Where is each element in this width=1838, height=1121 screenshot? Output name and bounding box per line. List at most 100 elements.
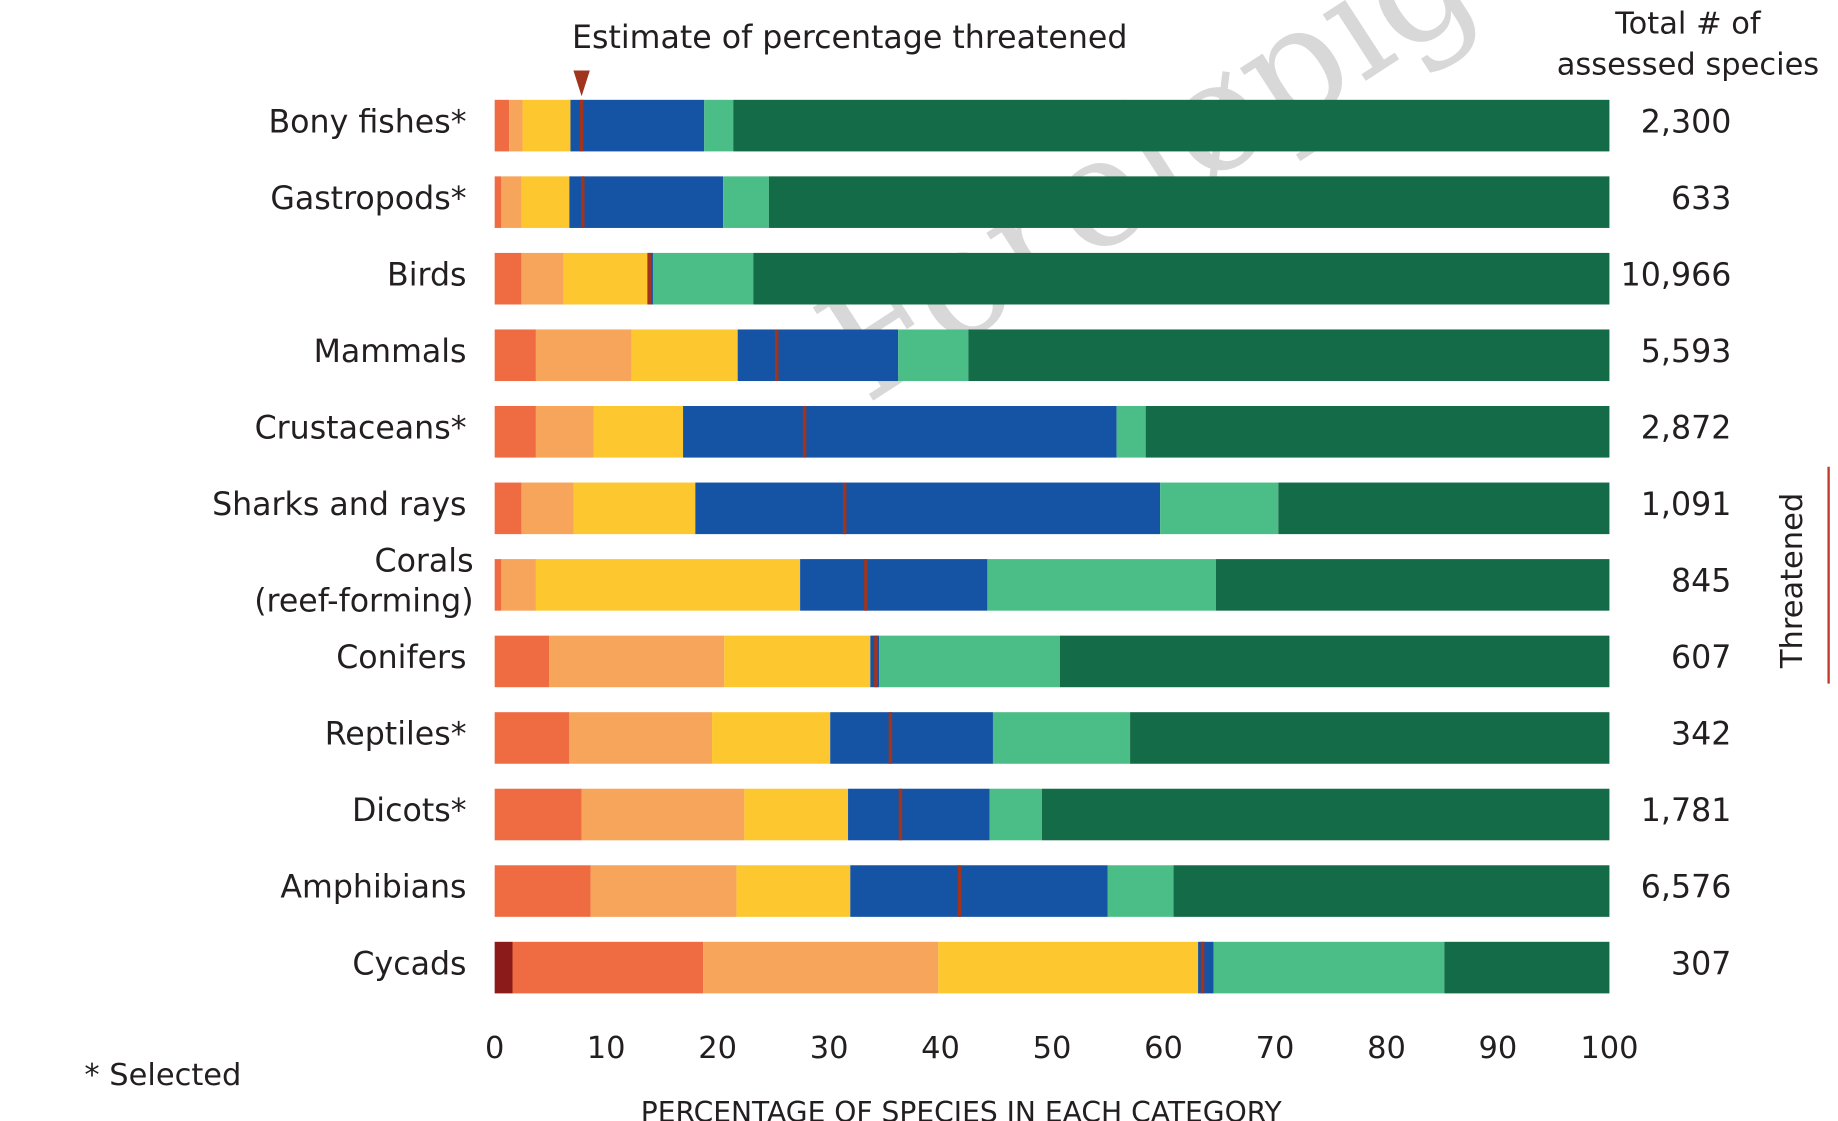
x-tick-label: 10 [587,1031,626,1066]
bar-segment [695,482,1161,535]
bar-segment [1198,941,1214,994]
total-label: 6,576 [1641,870,1732,906]
estimate-marker [573,70,590,97]
bar-segment [1130,712,1610,764]
total-label: 2,300 [1641,104,1732,140]
category-label: Crustaceans* [255,410,467,446]
bar-segment [512,941,704,994]
category-label: Amphibians [280,870,466,906]
bar-segment [753,252,1610,305]
total-label: 5,593 [1641,334,1732,370]
x-tick-label: 60 [1144,1031,1183,1066]
bar-segment [494,329,536,382]
bar-segment [494,788,582,841]
bar-segment [494,559,502,611]
bar-segment [879,635,1060,688]
threatened-label: Threatened [1775,493,1810,669]
bar-segment [494,176,502,228]
bar-segment [494,941,513,994]
bar-segment [848,788,990,841]
bar-segment [494,482,522,535]
bar-segment [1160,482,1279,535]
total-label: 307 [1671,946,1731,982]
bar-segment [494,635,550,688]
total-label: 1,781 [1641,793,1732,829]
bar-segment [1213,941,1445,994]
bar-segment [1145,406,1610,458]
bar-segment [898,329,969,382]
total-label: 845 [1671,564,1731,600]
bar-segment [850,865,1108,917]
bar-segment [1042,788,1610,841]
x-tick-label: 30 [810,1031,849,1066]
total-label: 10,966 [1621,257,1732,293]
bar-segment [521,482,574,535]
bar-segment [968,329,1610,382]
bar-segment [733,99,1610,152]
category-label: Bony fishes* [268,104,466,140]
bar-segment [521,176,570,228]
x-tick-label: 100 [1580,1031,1638,1066]
category-label: Reptiles* [325,717,467,753]
x-tick-label: 40 [921,1031,960,1066]
bar-segment [800,559,988,611]
category-label: (reef-forming) [254,583,473,619]
bar-segment [992,712,1131,764]
footnote: * Selected [84,1058,241,1093]
x-tick-label: 70 [1256,1031,1295,1066]
bar-segment [494,406,536,458]
category-label: Birds [387,257,466,293]
bar-segment [494,252,522,305]
bar-segment [590,865,737,917]
bar-segment [1059,635,1610,688]
bar-segment [549,635,725,688]
bar-segment [494,99,510,152]
bar-segment [535,406,594,458]
bar-segment [723,176,769,228]
category-label: Dicots* [352,793,467,829]
x-tick-label: 80 [1367,1031,1406,1066]
x-axis-label: PERCENTAGE OF SPECIES IN EACH CATEGORY [641,1096,1283,1121]
category-label: Gastropods* [270,181,466,217]
bar-segment [768,176,1610,228]
bar-segment [830,712,993,764]
bar-segment [569,176,724,228]
category-label: Corals [374,544,473,580]
bar-segment [501,559,536,611]
bar-segment [704,99,734,152]
bar-segment [573,482,696,535]
bar-segment [1444,941,1610,994]
bar-segment [724,635,871,688]
total-label: 1,091 [1641,487,1732,523]
bar-segment [581,788,745,841]
bar-segment [535,559,801,611]
x-tick-label: 0 [485,1031,504,1066]
bar-segment [744,788,849,841]
bar-segment [1278,482,1610,535]
category-label: Sharks and rays [212,487,466,523]
bar-segment [737,329,899,382]
bar-segment [712,712,831,764]
total-header: Total # of [1614,6,1762,41]
bar-segment [1107,865,1174,917]
bar-segment [501,176,522,228]
total-label: 633 [1671,181,1731,217]
bar-segment [938,941,1199,994]
bar-segment [703,941,939,994]
total-label: 342 [1671,717,1731,753]
bar-segment [563,252,648,305]
chart-title: Estimate of percentage threatened [572,20,1127,56]
bar-segment [1215,559,1610,611]
bar-segment [494,712,570,764]
total-header: assessed species [1557,47,1819,82]
bar-segment [652,252,754,305]
bar-segment [989,788,1043,841]
bar-segment [521,252,564,305]
bar-segment [593,406,684,458]
bar-segment [987,559,1216,611]
category-label: Conifers [336,640,466,676]
category-label: Mammals [314,334,467,370]
bar-segment [1116,406,1146,458]
bar-segment [494,865,591,917]
bar-segment [736,865,851,917]
